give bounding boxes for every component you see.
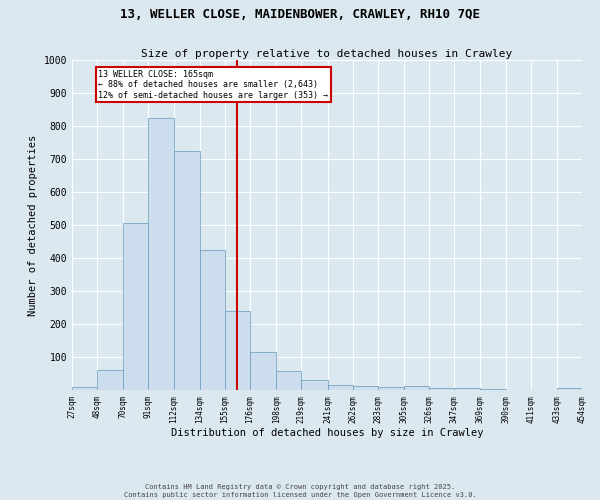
Bar: [124, 224, 148, 390]
Bar: [404, 386, 429, 390]
Bar: [173, 151, 200, 390]
Bar: [301, 380, 328, 390]
Bar: [225, 311, 250, 390]
X-axis label: Distribution of detached houses by size in Crawley: Distribution of detached houses by size …: [171, 428, 483, 438]
Bar: [148, 118, 173, 390]
Bar: [276, 371, 301, 390]
Y-axis label: Number of detached properties: Number of detached properties: [28, 134, 38, 316]
Bar: [378, 386, 404, 390]
Text: Contains HM Land Registry data © Crown copyright and database right 2025.
Contai: Contains HM Land Registry data © Crown c…: [124, 484, 476, 498]
Bar: [353, 386, 378, 390]
Bar: [200, 250, 225, 390]
Text: 13, WELLER CLOSE, MAIDENBOWER, CRAWLEY, RH10 7QE: 13, WELLER CLOSE, MAIDENBOWER, CRAWLEY, …: [120, 8, 480, 20]
Bar: [481, 389, 506, 390]
Title: Size of property relative to detached houses in Crawley: Size of property relative to detached ho…: [142, 49, 512, 59]
Bar: [72, 388, 97, 390]
Bar: [454, 388, 481, 390]
Bar: [328, 385, 353, 390]
Text: 13 WELLER CLOSE: 165sqm
← 88% of detached houses are smaller (2,643)
12% of semi: 13 WELLER CLOSE: 165sqm ← 88% of detache…: [98, 70, 328, 100]
Bar: [97, 370, 124, 390]
Bar: [557, 388, 582, 390]
Bar: [429, 388, 454, 390]
Bar: [250, 352, 276, 390]
